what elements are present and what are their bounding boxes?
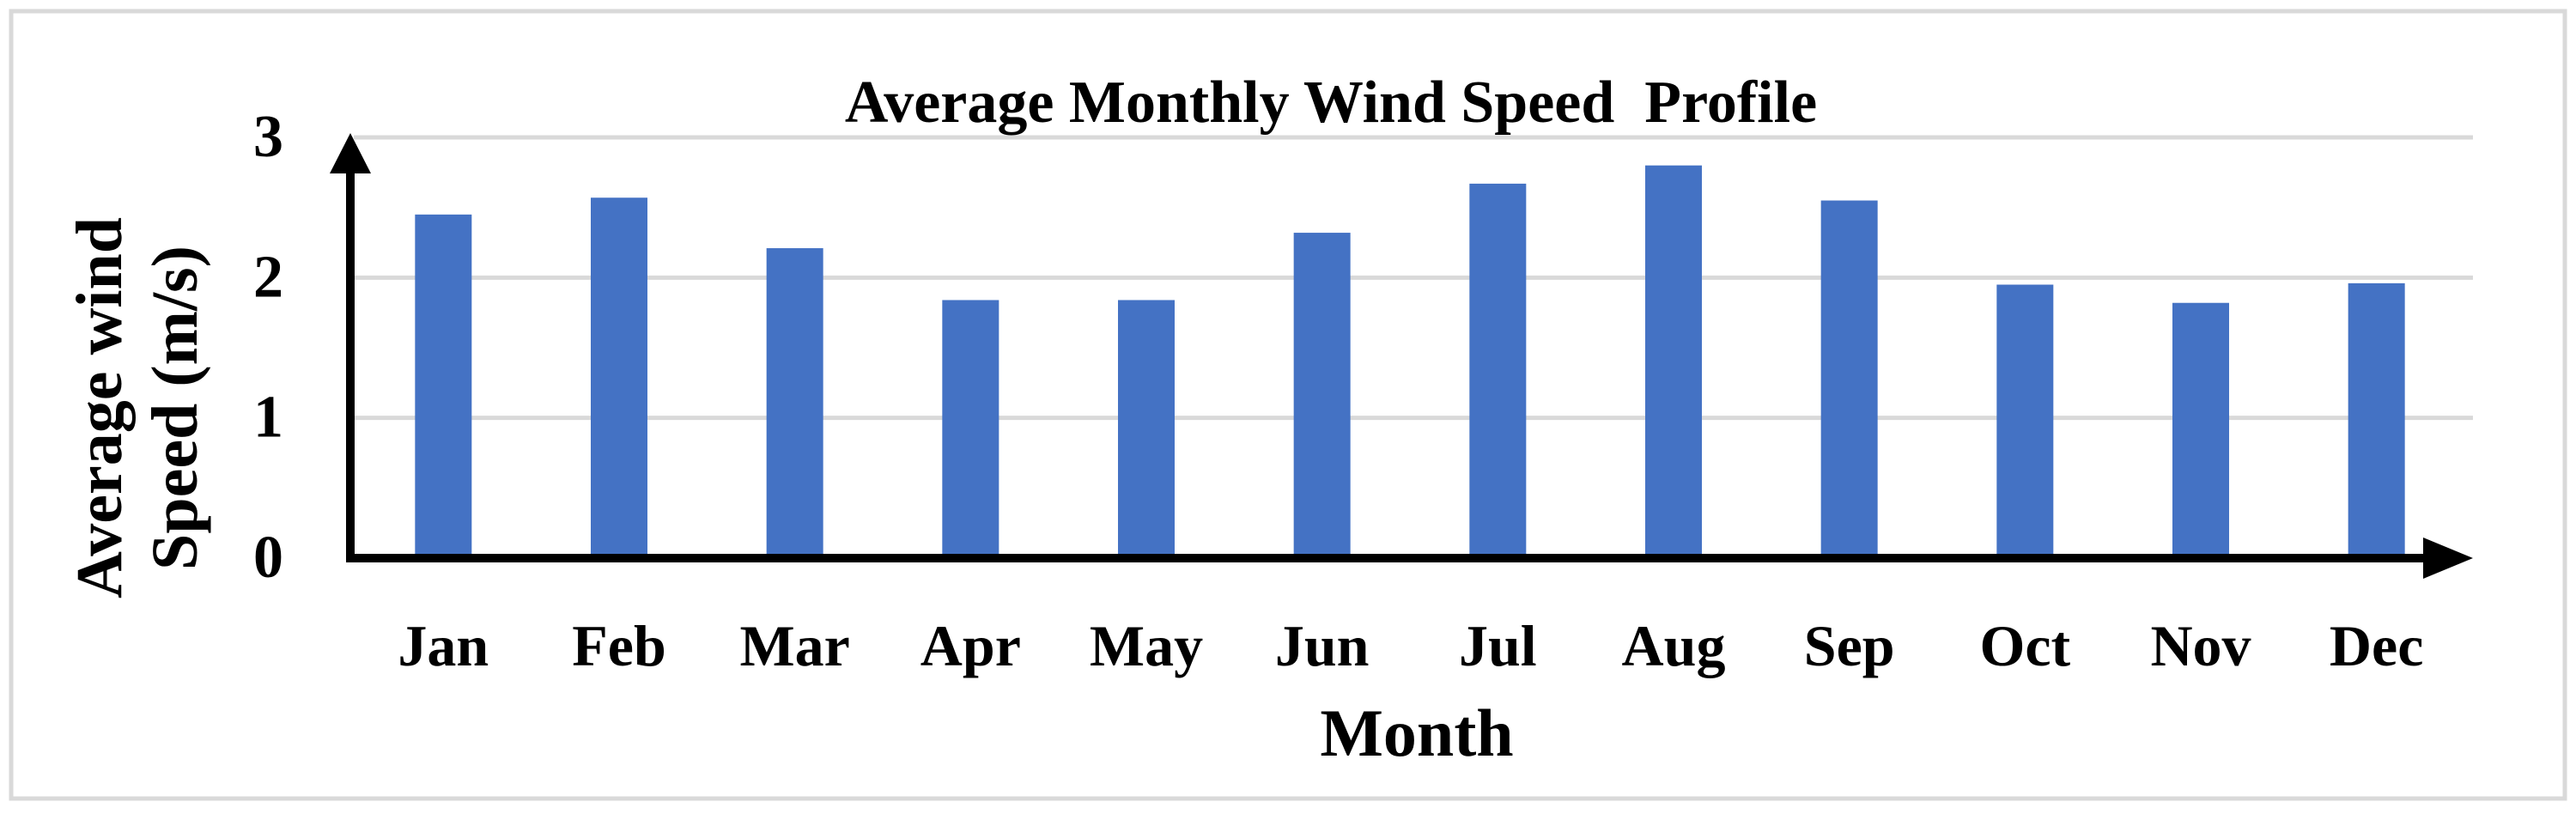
x-tick-label: Sep xyxy=(1804,613,1895,678)
bar-apr xyxy=(942,300,999,558)
y-axis-title-line: Speed (m/s) xyxy=(139,246,211,570)
gridlines xyxy=(354,135,2473,421)
x-tick-label: May xyxy=(1090,613,1203,678)
bar-mar xyxy=(766,248,823,558)
y-tick-label: 2 xyxy=(253,244,283,310)
x-tick-label: Apr xyxy=(920,613,1021,678)
x-tick-label: Nov xyxy=(2150,613,2251,678)
axes xyxy=(330,133,2473,579)
bar-jun xyxy=(1293,233,1351,558)
x-tick-label: Jul xyxy=(1459,613,1537,678)
x-tick-label: Oct xyxy=(1979,613,2070,678)
y-tick-label: 1 xyxy=(253,385,283,451)
bar-oct xyxy=(1996,284,2054,558)
y-tick-label: 0 xyxy=(253,525,283,591)
bar-nov xyxy=(2172,302,2229,558)
x-axis-title: Month xyxy=(1320,696,1513,770)
chart-title: Average Monthly Wind Speed Profile xyxy=(845,70,1817,136)
x-tick-label: Dec xyxy=(2330,613,2423,678)
x-tick-label: Mar xyxy=(739,613,849,678)
x-tick-label: Feb xyxy=(572,613,666,678)
bars xyxy=(415,165,2405,559)
y-tick-label: 3 xyxy=(253,104,283,170)
y-axis-title: Average wind Speed (m/s) xyxy=(64,217,211,598)
x-axis-arrow xyxy=(2423,538,2473,579)
bar-jan xyxy=(415,214,472,559)
y-axis-title-line: Average wind xyxy=(64,217,136,598)
x-tick-label: Aug xyxy=(1622,613,1726,678)
x-tick-labels: Jan Feb Mar Apr May Jun Jul Aug Sep Oct Nov Dec xyxy=(398,613,2423,678)
bar-aug xyxy=(1645,165,1702,558)
bar-may xyxy=(1118,300,1175,558)
bar-feb xyxy=(591,197,647,558)
bar-jul xyxy=(1469,183,1527,558)
x-tick-label: Jun xyxy=(1275,613,1370,678)
x-tick-label: Jan xyxy=(398,613,489,678)
bar-sep xyxy=(1820,200,1878,558)
y-tick-labels: 0 1 2 3 xyxy=(253,104,283,591)
bar-dec xyxy=(2348,282,2405,558)
y-axis-arrow xyxy=(330,133,371,173)
